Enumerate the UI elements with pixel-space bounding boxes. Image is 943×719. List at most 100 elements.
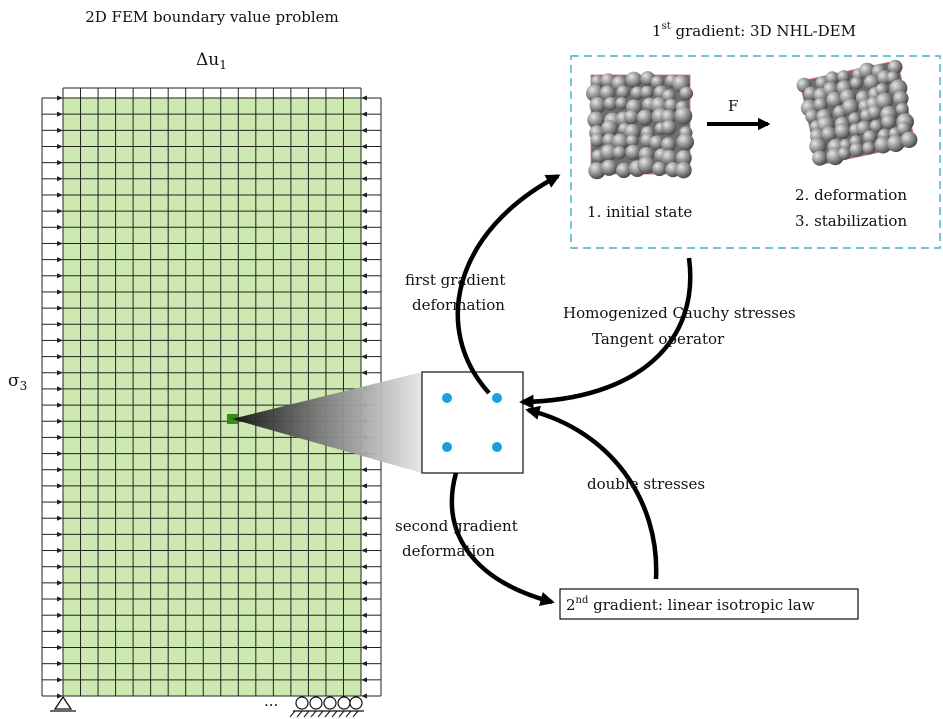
right-arrow-head [361, 143, 367, 149]
right-arrow-head [361, 95, 367, 101]
ground-hatch [345, 710, 352, 718]
right-arrow-head [361, 337, 367, 343]
grain [849, 142, 864, 157]
pin-support-icon [50, 695, 76, 712]
left-arrow-head [57, 176, 63, 182]
stabilization-step-label: 3. stabilization [795, 212, 907, 230]
right-arrow-head [361, 354, 367, 360]
grain [587, 111, 605, 129]
grain [661, 120, 677, 136]
right-arrow-head [361, 596, 367, 602]
left-arrow-head [57, 240, 63, 246]
grain [881, 114, 897, 130]
grain [826, 91, 843, 109]
grain [637, 156, 656, 174]
right-arrow-head [361, 580, 367, 586]
right-arrow-head [361, 467, 367, 473]
left-arrow-head [57, 612, 63, 618]
left-arrow-head [57, 208, 63, 214]
grain [616, 85, 630, 99]
deformation-step-label: 2. deformation [795, 186, 907, 204]
gauss-point [442, 393, 452, 403]
left-arrow-head [57, 402, 63, 408]
ground-hatch [338, 710, 345, 718]
left-arrow-head [57, 354, 63, 360]
grain [649, 135, 664, 151]
grain [636, 109, 654, 126]
right-arrow-head [361, 693, 367, 699]
grain [624, 110, 639, 125]
left-arrow-head [57, 95, 63, 101]
grain [842, 98, 859, 116]
grain [862, 129, 878, 145]
grain [821, 126, 837, 142]
grain [589, 97, 607, 114]
second-gradient-label-line2: deformation [402, 542, 495, 560]
deformed-granular-sample [796, 59, 918, 166]
top-displacement-subscript: 1 [219, 58, 227, 72]
left-arrow-head [57, 531, 63, 537]
grain [825, 71, 840, 85]
left-arrow-head [57, 192, 63, 198]
second-gradient-arrow [449, 472, 555, 606]
grain [616, 162, 632, 179]
top-plate-ticks [62, 88, 362, 98]
right-arrow-head [361, 677, 367, 683]
right-arrow-head [361, 531, 367, 537]
second-gradient-title-prefix: 2 [566, 596, 576, 614]
grain [675, 150, 692, 166]
right-arrow-head [361, 224, 367, 230]
grain [615, 97, 628, 110]
right-arrow-head [361, 548, 367, 554]
left-arrow-head [57, 257, 63, 263]
grain [625, 134, 639, 148]
right-arrow-head [361, 661, 367, 667]
grain [848, 112, 862, 126]
grain [625, 71, 643, 89]
right-arrow-head [361, 111, 367, 117]
grain [599, 85, 616, 101]
right-arrow-head [361, 289, 367, 295]
grain [664, 98, 678, 113]
homogenized-stress-label-line1: Homogenized Cauchy stresses [563, 304, 796, 322]
double-stresses-arrow [525, 405, 659, 580]
homogenized-stress-arrow [519, 257, 693, 409]
ground-hatch [331, 710, 338, 718]
grain [625, 144, 641, 161]
second-gradient-title-suffix: gradient: linear isotropic law [588, 596, 814, 614]
fem-mesh-fill [63, 98, 361, 696]
grain [640, 85, 654, 100]
grain [590, 133, 605, 148]
left-arrow-head [57, 143, 63, 149]
initial-state-label: 1. initial state [587, 203, 692, 221]
second-gradient-title-sup: nd [576, 595, 589, 606]
ground-hatch [296, 710, 303, 718]
first-gradient-title-sup: st [662, 21, 671, 32]
ground-hatch [324, 710, 331, 718]
gauss-point [442, 442, 452, 452]
second-gradient-label-line1: second gradient [395, 517, 518, 535]
left-arrow-head [57, 580, 63, 586]
left-arrow-head [57, 645, 63, 651]
ground-hatch [303, 710, 310, 718]
ground-hatch [310, 710, 317, 718]
left-arrow-head [57, 548, 63, 554]
confining-stress-label: σ3 [8, 371, 27, 393]
ground-hatch [317, 710, 324, 718]
right-arrow-head [361, 628, 367, 634]
left-arrow-head [57, 467, 63, 473]
grain [869, 119, 883, 133]
grain [887, 134, 905, 153]
left-arrow-head [57, 418, 63, 424]
first-gradient-title-prefix: 1 [652, 22, 662, 40]
grain [834, 123, 851, 139]
homogenized-stress-label-line2: Tangent operator [592, 330, 725, 348]
right-arrow-head [361, 160, 367, 166]
grain [661, 149, 678, 166]
top-displacement-symbol: Δu [196, 50, 219, 70]
left-arrow-head [57, 451, 63, 457]
grain [652, 161, 667, 177]
grain [612, 133, 629, 151]
ground-hatch [352, 710, 359, 718]
